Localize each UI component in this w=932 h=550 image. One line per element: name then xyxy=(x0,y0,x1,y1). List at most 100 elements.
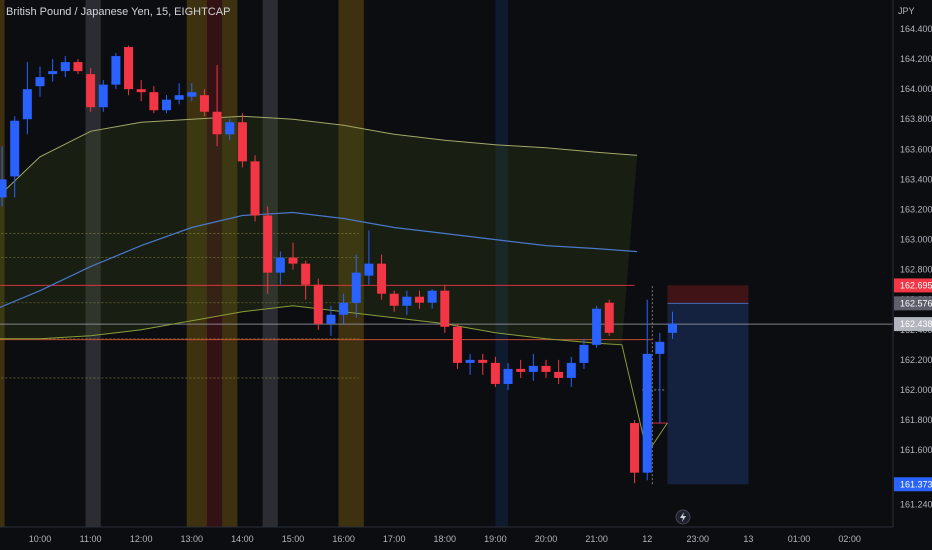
candle-body xyxy=(162,99,171,111)
candle-body xyxy=(503,368,513,384)
candle-body xyxy=(377,263,387,294)
time-tick-label: 23:00 xyxy=(687,534,710,544)
price-tag-bg xyxy=(894,296,932,311)
candle xyxy=(592,305,602,348)
candle-body xyxy=(351,272,361,303)
candle-body xyxy=(604,302,614,333)
ema-fast-line xyxy=(0,305,668,455)
price-tag-bg xyxy=(894,278,932,293)
candle-body xyxy=(630,423,640,473)
candle xyxy=(452,323,462,369)
candle-body xyxy=(199,95,209,112)
candle-body xyxy=(541,365,551,372)
candle-body xyxy=(554,371,564,378)
candle-body xyxy=(60,62,70,72)
candle xyxy=(541,359,551,378)
price-tag-label: 162.438 xyxy=(900,319,932,329)
candle-body xyxy=(263,215,273,273)
stop-loss-zone xyxy=(667,285,749,304)
candle xyxy=(212,65,222,147)
lightning-icon xyxy=(675,509,691,525)
candle-body xyxy=(10,120,20,177)
candle xyxy=(10,116,20,198)
time-tick-label: 12:00 xyxy=(130,534,153,544)
price-tick-label: 162.000 xyxy=(900,385,932,395)
candle-body xyxy=(339,302,349,315)
candle xyxy=(162,95,171,114)
candle-body xyxy=(288,257,298,264)
price-tag-label: 161.373 xyxy=(900,479,932,489)
candle xyxy=(630,420,640,484)
candle xyxy=(275,251,285,285)
symbol-title: British Pound / Japanese Yen, 15, EIGHTC… xyxy=(6,6,231,18)
ema-envelope-fill xyxy=(0,116,638,345)
candle-body xyxy=(225,122,235,135)
candle-body xyxy=(98,84,108,108)
take-profit-zone xyxy=(667,303,749,485)
candle xyxy=(326,305,336,336)
candle-body xyxy=(86,74,96,108)
candle-body xyxy=(326,314,336,324)
time-tick-label: 19:00 xyxy=(484,534,507,544)
price-tick-label: 161.240 xyxy=(900,499,932,509)
candle-body xyxy=(313,284,323,324)
price-axis: JPY 164.400 164.200 164.000 163.800 163.600 16… xyxy=(892,0,932,550)
candle-body xyxy=(579,344,589,363)
candle xyxy=(225,119,235,141)
time-tick-label: 17:00 xyxy=(383,534,406,544)
price-tick-label: 162.800 xyxy=(900,265,932,275)
candle xyxy=(516,359,526,378)
candle xyxy=(124,45,134,96)
lightning-icon-glyph xyxy=(680,512,686,522)
time-tick-label: 18:00 xyxy=(434,534,457,544)
candle xyxy=(440,284,450,333)
candle-body xyxy=(22,89,32,120)
time-tick-label: 01:00 xyxy=(788,534,811,544)
price-tick-label: 163.400 xyxy=(900,174,932,184)
candle-body xyxy=(149,92,159,111)
time-axis-bg xyxy=(0,527,932,550)
candle xyxy=(351,254,361,318)
price-tag: 162.695 xyxy=(894,278,932,293)
candle-body xyxy=(528,365,538,372)
candle-body xyxy=(301,263,311,285)
candle xyxy=(35,66,45,97)
candle xyxy=(73,59,83,75)
time-tick-label: 21:00 xyxy=(585,534,608,544)
candle xyxy=(528,353,538,381)
candle xyxy=(579,338,589,369)
time-tick-label: 13 xyxy=(743,534,753,544)
session-band xyxy=(186,0,207,527)
candle xyxy=(364,230,374,285)
candle xyxy=(199,89,209,117)
candle-body xyxy=(655,341,665,354)
price-tick-label: 162.200 xyxy=(900,355,932,365)
candle xyxy=(263,206,273,294)
candle xyxy=(98,80,108,112)
time-tick-label: 20:00 xyxy=(535,534,558,544)
candle xyxy=(377,254,387,300)
time-tick-label: 14:00 xyxy=(231,534,254,544)
candle xyxy=(48,59,58,82)
candle-body xyxy=(490,362,500,384)
candle xyxy=(554,359,564,384)
candle xyxy=(174,83,184,105)
candle-body xyxy=(136,89,146,93)
time-tick-label: 12 xyxy=(642,534,652,544)
session-band xyxy=(0,0,5,527)
time-tick-label: 16:00 xyxy=(332,534,355,544)
price-tick-label: 164.200 xyxy=(900,54,932,64)
price-tag-bg xyxy=(894,317,932,332)
candle xyxy=(389,290,399,312)
candle-body xyxy=(187,92,197,97)
candle xyxy=(187,83,197,102)
candle-body xyxy=(48,71,58,75)
time-tick-label: 13:00 xyxy=(181,534,204,544)
time-axis: 10:00 11:00 12:00 13:00 14:00 15:00 16:00 17:00… xyxy=(0,526,932,550)
session-band xyxy=(338,0,364,527)
ema-mid-line xyxy=(0,211,638,309)
price-tag-label: 162.576 xyxy=(900,298,932,308)
candle-body xyxy=(592,308,602,345)
candle-body xyxy=(642,353,652,473)
